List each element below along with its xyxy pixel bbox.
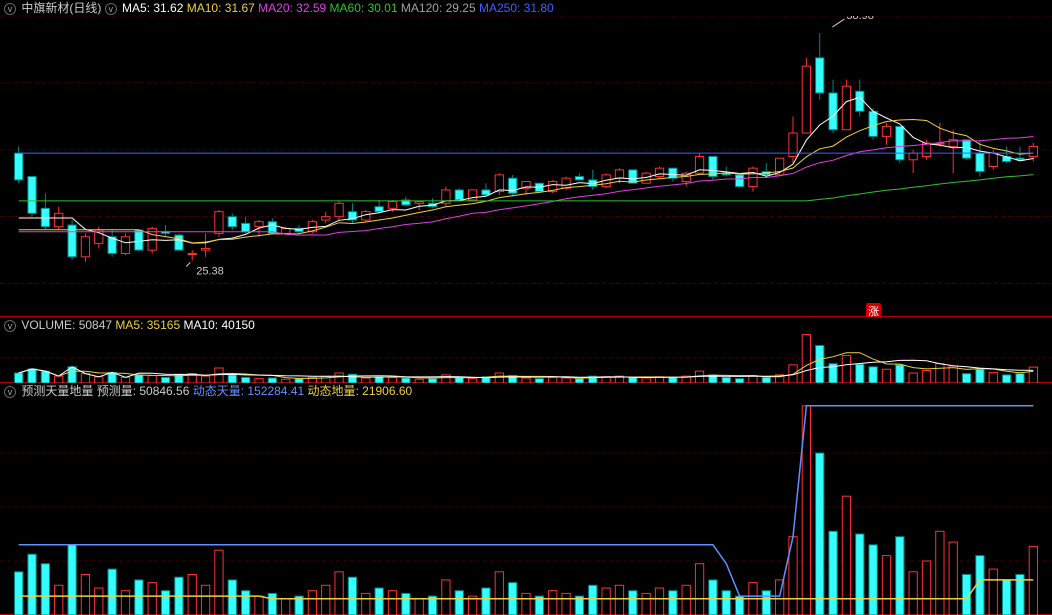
indicator-label: MA10: 31.67 [187, 1, 258, 15]
indicator-label: MA60: 30.01 [330, 1, 401, 15]
indicator-label: MA5: 31.62 [122, 1, 187, 15]
indicator-label: MA10: 40150 [183, 318, 254, 332]
indicator-label: MA250: 31.80 [479, 1, 554, 15]
volume-chart-area[interactable] [0, 333, 1052, 382]
svg-text:25.38: 25.38 [196, 265, 224, 277]
pred-header: v 预测天量地量 预测量: 50846.56 动态天量: 152284.41 动… [0, 383, 1052, 399]
collapse-icon[interactable]: v [4, 3, 16, 15]
collapse-icon[interactable]: v [4, 320, 16, 332]
indicator-label: MA5: 35165 [115, 318, 183, 332]
collapse-icon[interactable]: v [105, 3, 117, 15]
collapse-icon[interactable]: v [4, 386, 16, 398]
volume-panel: v VOLUME: 50847 MA5: 35165 MA10: 40150 [0, 317, 1052, 383]
volume-header: v VOLUME: 50847 MA5: 35165 MA10: 40150 [0, 317, 1052, 333]
indicator-label: 预测量: 50846.56 [97, 384, 193, 398]
svg-text:38.98: 38.98 [846, 16, 874, 22]
pred-chart-area[interactable] [0, 399, 1052, 614]
indicator-label: 动态天量: 152284.41 [193, 384, 308, 398]
indicator-label: MA20: 32.59 [258, 1, 329, 15]
stock-title: 中旗新材(日线) [21, 1, 101, 15]
prediction-panel: v 预测天量地量 预测量: 50846.56 动态天量: 152284.41 动… [0, 383, 1052, 615]
indicator-label: MA120: 29.25 [401, 1, 479, 15]
candle-chart-area[interactable]: 38.98 25.38 [0, 16, 1052, 316]
indicator-label: VOLUME: 50847 [21, 318, 115, 332]
prediction-chart[interactable] [0, 399, 1052, 615]
indicator-label: 动态地量: 21906.60 [307, 384, 412, 398]
candlestick-panel: v 中旗新材(日线) v MA5: 31.62 MA10: 31.67 MA20… [0, 0, 1052, 317]
volume-chart[interactable] [0, 333, 1052, 383]
candlestick-chart[interactable]: 38.98 25.38 [0, 16, 1052, 317]
candle-header: v 中旗新材(日线) v MA5: 31.62 MA10: 31.67 MA20… [0, 0, 1052, 16]
indicator-label: 预测天量地量 [21, 384, 96, 398]
